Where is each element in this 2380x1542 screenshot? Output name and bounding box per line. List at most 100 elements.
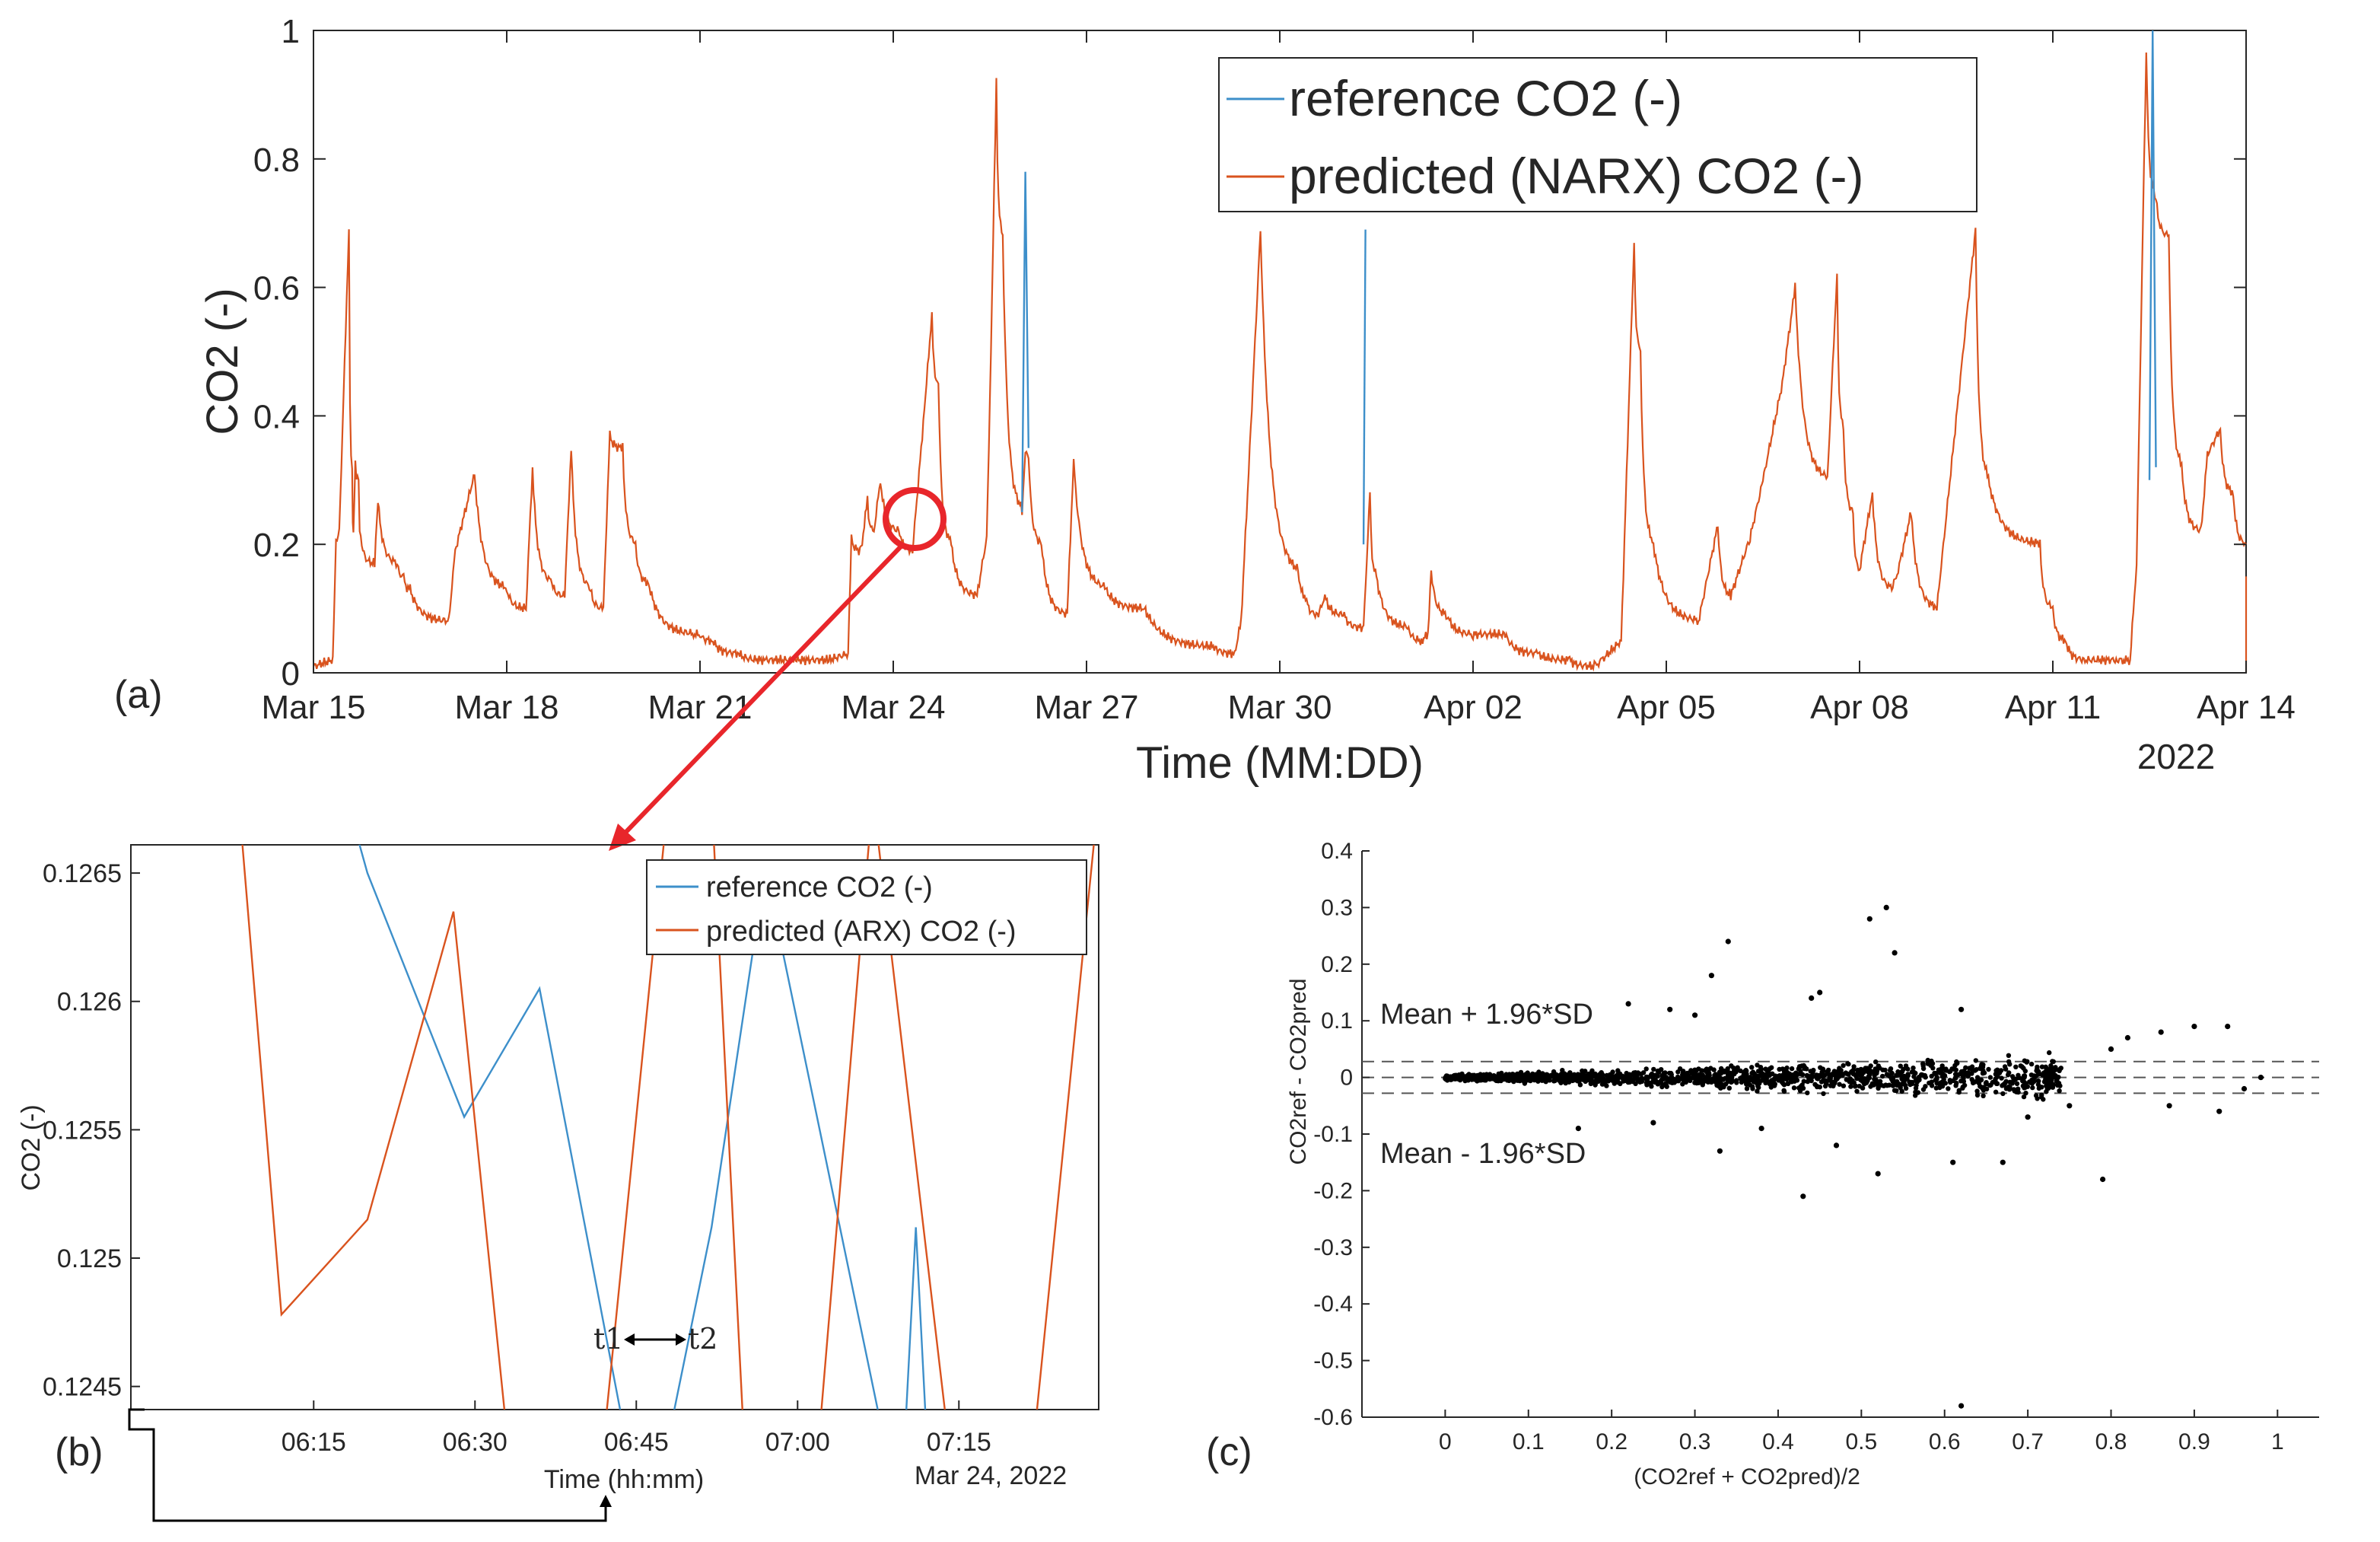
panel-c-point xyxy=(1872,1076,1877,1082)
panel-c-point xyxy=(1769,1080,1775,1086)
panel-c-point xyxy=(1567,1076,1573,1082)
panel-c-point xyxy=(1650,1073,1656,1079)
panel-c-point xyxy=(1734,1080,1739,1085)
panel-c-outlier-point xyxy=(1833,1142,1840,1149)
panel-c-outlier-point xyxy=(1692,1012,1698,1018)
panel-c-point xyxy=(2000,1091,2006,1097)
panel-a-xtick-label: Mar 15 xyxy=(262,689,366,726)
panel-c-point xyxy=(1621,1076,1626,1082)
panel-c-chart: -0.6 -0.5 -0.4 -0.3 -0.2 -0.1 0 0.1 0.2 0.3 0.4 0 0.… xyxy=(1206,839,2319,1489)
panel-c-point xyxy=(1824,1079,1829,1085)
panel-c-outlier-point xyxy=(1809,995,1815,1001)
panel-c-point xyxy=(1901,1066,1906,1072)
panel-c-ticks: -0.6 -0.5 -0.4 -0.3 -0.2 -0.1 0 0.1 0.2 0.3 0.4 0 0.… xyxy=(1313,839,2283,1454)
panel-c-ytick-label: -0.4 xyxy=(1313,1292,1353,1317)
panel-a-ytick-label: 0.8 xyxy=(253,142,300,179)
panel-a-year-label: 2022 xyxy=(2137,737,2215,776)
panel-c-point xyxy=(1841,1063,1846,1069)
panel-c-point xyxy=(1909,1081,1915,1087)
panel-c-point xyxy=(1969,1064,1975,1069)
panel-c-point xyxy=(2052,1066,2057,1071)
panel-c-point xyxy=(1557,1078,1563,1083)
panel-c-ytick-label: 0.1 xyxy=(1321,1008,1353,1034)
panel-c-point xyxy=(1853,1072,1858,1077)
panel-c-point xyxy=(1588,1081,1593,1087)
panel-c-ytick-label: 0.4 xyxy=(1321,839,1353,864)
panel-c-point xyxy=(1659,1084,1665,1090)
panel-c-point xyxy=(1669,1076,1674,1082)
panel-c-point xyxy=(1755,1069,1761,1074)
panel-c-outlier-point xyxy=(1575,1126,1581,1132)
panel-c-point xyxy=(1969,1077,1974,1082)
panel-c-point xyxy=(1534,1072,1540,1078)
panel-c-point xyxy=(1961,1078,1967,1085)
panel-c-point xyxy=(1993,1081,2000,1087)
panel-c-point xyxy=(1668,1070,1674,1076)
panel-c-point xyxy=(1639,1076,1645,1082)
panel-c-point xyxy=(1685,1070,1690,1076)
panel-b-xlabel: Time (hh:mm) xyxy=(544,1465,704,1494)
panel-b-xtick-label: 07:15 xyxy=(927,1428,991,1457)
panel-c-point xyxy=(1577,1078,1582,1085)
panel-c-point xyxy=(1837,1066,1842,1071)
panel-c-point xyxy=(1718,1078,1723,1083)
legend-a-predicted-label: predicted (NARX) CO2 (-) xyxy=(1289,148,1864,204)
panel-c-point xyxy=(1599,1073,1604,1079)
panel-c-point xyxy=(1551,1078,1557,1084)
panel-c-point xyxy=(1885,1083,1890,1088)
panel-c-point xyxy=(1820,1078,1825,1084)
panel-c-point xyxy=(2044,1073,2049,1079)
panel-c-ytick-label: -0.2 xyxy=(1313,1178,1353,1203)
panel-c-point xyxy=(1615,1075,1621,1082)
panel-c-point xyxy=(1700,1082,1705,1088)
panel-c-point xyxy=(1650,1079,1656,1085)
panel-c-xtick-label: 1 xyxy=(2271,1429,2284,1454)
panel-b-ytick-label: 0.1265 xyxy=(43,859,122,888)
panel-c-point xyxy=(1525,1073,1530,1078)
panel-c-outlier-point xyxy=(1758,1126,1764,1132)
panel-c-point xyxy=(2014,1081,2020,1087)
panel-c-point xyxy=(1608,1072,1614,1078)
panel-c-point xyxy=(1631,1070,1637,1075)
panel-c-point xyxy=(1539,1072,1545,1078)
panel-c-point xyxy=(1814,1084,1820,1090)
panel-a-series xyxy=(312,30,2248,673)
panel-c-point xyxy=(2038,1094,2044,1100)
panel-c-point xyxy=(1793,1076,1798,1082)
panel-c-point xyxy=(1911,1066,1916,1071)
panel-c-point xyxy=(1962,1070,1968,1075)
panel-c-upper-loa-label: Mean + 1.96*SD xyxy=(1380,999,1593,1031)
panel-c-point xyxy=(1923,1084,1928,1089)
panel-c-point xyxy=(1644,1082,1650,1088)
panel-c-point xyxy=(2035,1078,2041,1084)
panel-c-point xyxy=(1934,1080,1939,1086)
panel-c-point xyxy=(1858,1077,1863,1083)
panel-c-point xyxy=(1831,1069,1838,1074)
panel-b-chart: 0.1245 0.125 0.1255 0.126 0.1265 06:15 06:30 06… xyxy=(17,844,1099,1522)
panel-c-point xyxy=(1884,1072,1890,1077)
panel-c-point xyxy=(1951,1078,1956,1084)
panel-c-point xyxy=(1894,1088,1899,1094)
panel-c-point xyxy=(1933,1085,1939,1091)
panel-c-point xyxy=(1943,1068,1949,1073)
panel-c-point xyxy=(1821,1091,1826,1097)
panel-c-point xyxy=(1965,1073,1971,1079)
panel-c-point xyxy=(1585,1073,1590,1078)
panel-c-point xyxy=(2047,1050,2052,1056)
panel-c-point xyxy=(1444,1075,1449,1082)
legend-a-reference-label: reference CO2 (-) xyxy=(1289,70,1682,126)
panel-b-plot-box xyxy=(130,844,1099,1410)
panel-c-point xyxy=(1632,1076,1637,1082)
panel-c-point xyxy=(1530,1071,1535,1077)
panel-c-point xyxy=(1725,1075,1731,1081)
panel-c-point xyxy=(1592,1073,1598,1079)
panel-c-xtick-label: 0.7 xyxy=(2012,1429,2044,1454)
panel-c-point xyxy=(1558,1074,1563,1079)
panel-c-point xyxy=(1564,1072,1570,1078)
panel-c-xlabel: (CO2ref + CO2pred)/2 xyxy=(1634,1464,1860,1489)
panel-c-point xyxy=(1995,1074,2000,1079)
panel-c-point xyxy=(1828,1075,1833,1082)
panel-c-point xyxy=(1750,1078,1756,1084)
panel-b-date-label: Mar 24, 2022 xyxy=(915,1461,1067,1490)
panel-a-xtick-label: Apr 05 xyxy=(1617,689,1716,726)
